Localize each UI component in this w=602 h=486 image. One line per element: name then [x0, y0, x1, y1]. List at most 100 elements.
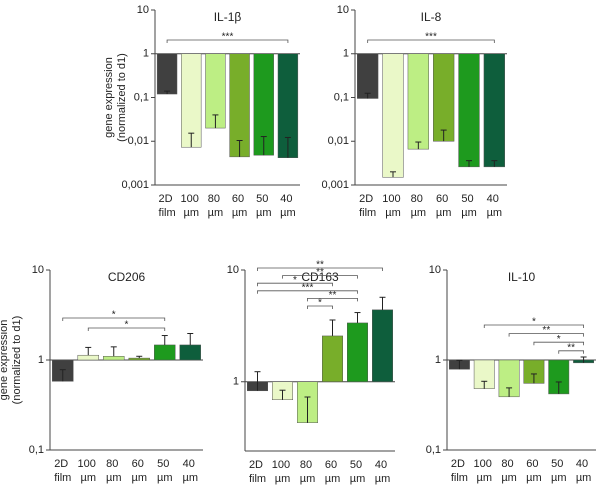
x-tick-label: 100 µm: [181, 193, 202, 219]
chart-title: IL-10: [508, 270, 536, 284]
x-tick-label: 60 µm: [526, 458, 542, 484]
significance-label: *: [293, 275, 297, 286]
y-axis-label: (normalized to d1): [116, 53, 128, 142]
x-tick-label: 100 µm: [78, 458, 99, 484]
significance-bracket: [508, 333, 584, 337]
x-tick-label: 40 µm: [375, 459, 391, 485]
panel: 0,1 1 10 CD206 gene expression (normalized to…: [0, 264, 203, 484]
x-tick-label: 100 µm: [474, 458, 495, 484]
bar: [382, 53, 404, 178]
y-tick-label: 0,01: [128, 135, 149, 147]
y-tick-label: 1: [143, 48, 149, 60]
bar: [128, 357, 150, 361]
significance-bracket: [257, 282, 333, 287]
y-tick-label: 10: [32, 264, 44, 276]
y-tick-label: 0,01: [328, 135, 349, 147]
significance-label: *: [318, 298, 322, 309]
chart-title: IL-1β: [214, 10, 242, 24]
y-tick-label: 10: [429, 264, 441, 276]
bar: [103, 356, 125, 361]
y-tick-label: 1: [233, 376, 239, 388]
significance-label: **: [542, 325, 550, 336]
x-tick-label: 2D film: [54, 458, 71, 484]
y-tick-label: 0,1: [29, 444, 44, 456]
bar: [154, 344, 176, 361]
significance-label: ***: [222, 32, 234, 43]
x-tick-label: 60 µm: [131, 458, 147, 484]
significance-label: ***: [302, 282, 314, 293]
bar: [77, 354, 99, 361]
panel: 1 10 CD163 2D film 100 µm 80 µm 60 µm 50 µm 40 µ…: [227, 260, 395, 485]
significance-label: *: [112, 310, 116, 321]
x-tick-label: 100 µm: [272, 459, 293, 485]
y-tick-label: 10: [227, 264, 239, 276]
y-tick-label: 0,1: [134, 91, 149, 103]
significance-label: *: [532, 317, 536, 328]
bar: [458, 53, 480, 168]
x-tick-label: 40 µm: [576, 458, 592, 484]
significance-bracket: [307, 305, 333, 309]
x-tick-label: 2D film: [249, 459, 266, 485]
bar: [179, 344, 201, 361]
significance-bracket: [558, 350, 584, 354]
panel: 0,1 1 10 IL-10 2D film 100 µm 80 µm 60 µm 50 µm 4…: [426, 264, 596, 484]
y-tick-label: 10: [337, 4, 349, 16]
y-tick-label: 0,001: [321, 179, 349, 191]
significance-bracket: [87, 327, 166, 331]
y-tick-label: 10: [137, 4, 149, 16]
significance-label: **: [316, 267, 324, 278]
significance-bracket: [257, 290, 358, 294]
x-tick-label: 50 µm: [350, 459, 366, 485]
significance-label: **: [329, 290, 337, 301]
x-tick-label: 80 µm: [411, 193, 427, 219]
x-tick-label: 50 µm: [256, 193, 272, 219]
significance-label: ***: [425, 32, 437, 43]
bar: [433, 53, 455, 142]
y-tick-label: 1: [38, 354, 44, 366]
bar: [347, 322, 368, 382]
significance-bracket: [483, 324, 584, 328]
y-axis-label: gene expression: [0, 320, 10, 401]
x-tick-label: 50 µm: [551, 458, 567, 484]
bar: [407, 53, 429, 150]
x-tick-label: 60 µm: [325, 459, 341, 485]
significance-label: **: [316, 260, 324, 271]
significance-bracket: [282, 275, 358, 279]
chart-title: IL-8: [421, 10, 442, 24]
significance-bracket: [307, 298, 358, 302]
y-tick-label: 1: [343, 48, 349, 60]
significance-bracket: [257, 267, 383, 271]
y-tick-label: 0,1: [426, 444, 441, 456]
x-tick-label: 50 µm: [157, 458, 173, 484]
x-tick-label: 80 µm: [208, 193, 224, 219]
x-tick-label: 40 µm: [280, 193, 296, 219]
x-tick-label: 80 µm: [300, 459, 316, 485]
chart-title: CD206: [108, 270, 146, 284]
x-tick-label: 2D film: [159, 193, 176, 219]
y-tick-label: 0,001: [121, 179, 149, 191]
y-tick-label: 1: [435, 354, 441, 366]
significance-bracket: [62, 317, 166, 321]
chart-title: CD163: [301, 270, 339, 284]
bar: [357, 53, 379, 99]
x-tick-label: 80 µm: [501, 458, 517, 484]
x-tick-label: 60 µm: [436, 193, 452, 219]
x-tick-label: 40 µm: [182, 458, 198, 484]
panel: 0,001 0,01 0,1 1 10 IL-8 2D film 100 µm 80 µm 60 …: [321, 4, 507, 219]
significance-bracket: [367, 39, 495, 43]
y-axis-label: gene expression: [103, 57, 115, 138]
y-axis-label: (normalized to d1): [11, 316, 23, 405]
bar: [322, 335, 343, 382]
x-tick-label: 80 µm: [106, 458, 122, 484]
significance-label: *: [125, 320, 129, 331]
significance-bracket: [533, 341, 584, 346]
y-tick-label: 0,1: [334, 91, 349, 103]
x-tick-label: 100 µm: [382, 193, 403, 219]
x-tick-label: 2D film: [359, 193, 376, 219]
significance-label: **: [567, 342, 575, 353]
significance-label: *: [557, 334, 561, 345]
x-tick-label: 50 µm: [461, 193, 477, 219]
x-tick-label: 40 µm: [487, 193, 503, 219]
significance-bracket: [166, 39, 289, 43]
